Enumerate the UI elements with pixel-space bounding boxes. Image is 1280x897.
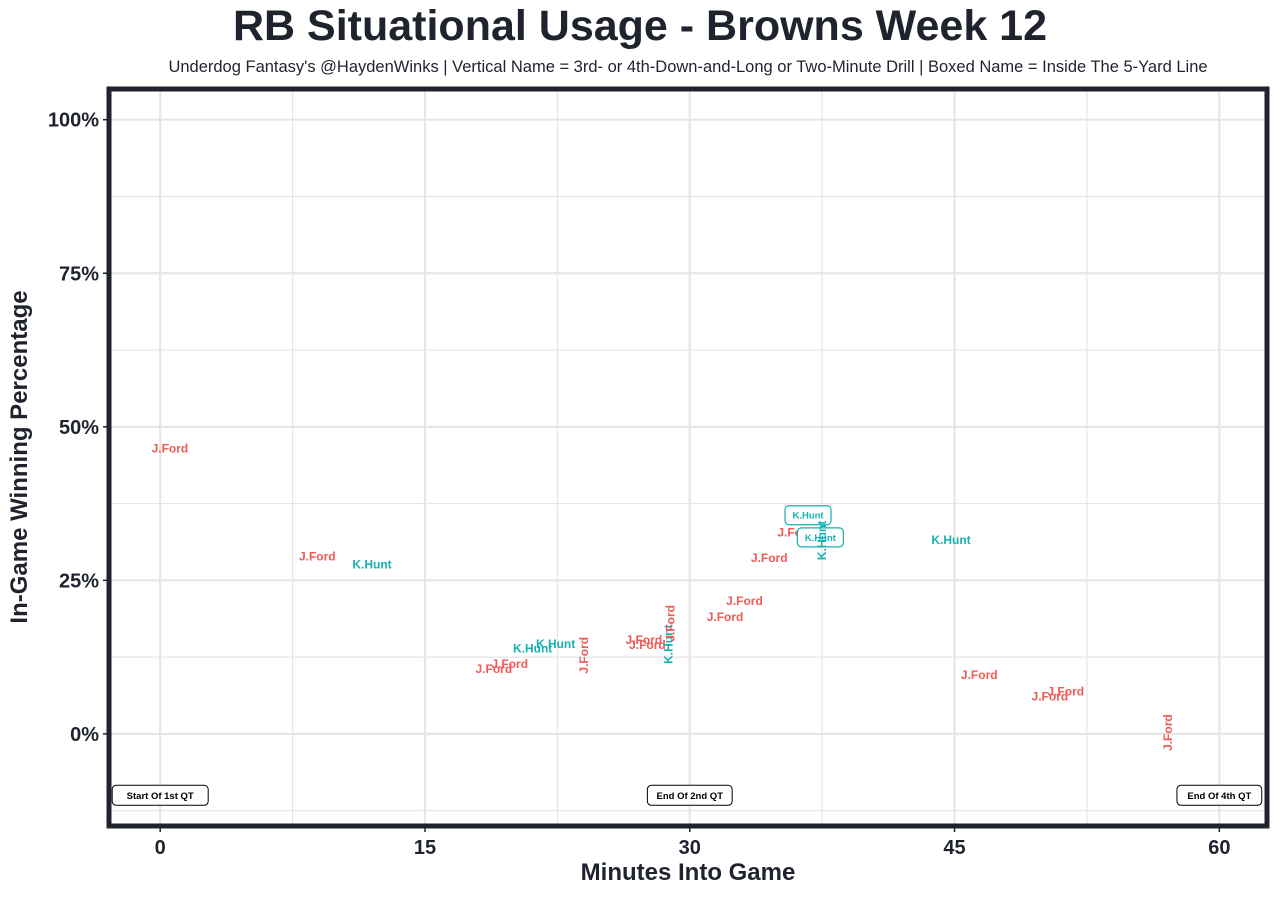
point-label: J.Ford (629, 638, 666, 652)
vertical-point-label: K.Hunt (662, 625, 676, 664)
point-label: J.Ford (1047, 684, 1084, 698)
vertical-point-label: J.Ford (577, 637, 591, 674)
point-label: J.Ford (491, 657, 528, 671)
boxed-point-label: K.Hunt (805, 533, 837, 544)
point-label: J.Ford (626, 633, 663, 647)
annotation-label: Start Of 1st QT (127, 791, 194, 802)
chart-subtitle: Underdog Fantasy's @HaydenWinks | Vertic… (168, 58, 1208, 76)
point-label: K.Hunt (513, 642, 552, 656)
point-label: J.Ford (707, 610, 744, 624)
x-tick-label: 0 (155, 837, 166, 859)
annotation-box (1176, 784, 1263, 806)
boxed-point-box (796, 527, 844, 548)
x-axis-label: Minutes Into Game (580, 859, 796, 886)
point-label: J.Ford (299, 549, 336, 563)
y-tick-label: 50% (59, 417, 99, 439)
chart-title: RB Situational Usage - Browns Week 12 (232, 2, 1048, 50)
x-tick-label: 60 (1208, 837, 1230, 859)
y-tick-label: 100% (48, 110, 99, 132)
point-label: J.Ford (751, 551, 788, 565)
data-points: J.FordJ.FordK.HuntJ.FordJ.FordK.HuntK.Hu… (152, 441, 1176, 751)
point-label: K.Hunt (536, 637, 575, 651)
y-tick-label: 0% (70, 724, 99, 746)
quarter-annotations: Start Of 1st QT End Of 2nd QT End Of 4th Q… (111, 784, 1263, 806)
plot-frame (106, 86, 1270, 829)
vertical-point-label: J.Ford (1161, 714, 1175, 751)
point-label: K.Hunt (931, 533, 970, 547)
point-label: J.Ford (475, 662, 512, 676)
point-label: J.Ford (961, 668, 998, 682)
annotation-label: End Of 4th QT (1187, 791, 1251, 802)
annotation-label: End Of 2nd QT (657, 791, 724, 802)
point-label: J.Ford (152, 441, 189, 455)
y-tick-label: 25% (59, 570, 99, 592)
point-label: J.Ford (726, 594, 763, 608)
point-label: J.Ford (1032, 689, 1069, 703)
x-tick-label: 15 (414, 837, 436, 859)
vertical-point-label: K.Hunt (815, 521, 829, 560)
vertical-point-label: J.Ford (663, 605, 677, 642)
boxed-point-box (784, 505, 832, 526)
annotation-box (111, 784, 209, 806)
axis-ticks: 0 15 30 45 60 0% 25% 50% 75% 100% (48, 110, 1231, 859)
x-tick-label: 45 (943, 837, 965, 859)
point-label: K.Hunt (352, 557, 391, 571)
boxed-point-label: K.Hunt (792, 511, 824, 522)
y-tick-label: 75% (59, 263, 99, 285)
x-tick-label: 30 (679, 837, 701, 859)
grid-lines (109, 89, 1267, 826)
annotation-box (646, 784, 733, 806)
